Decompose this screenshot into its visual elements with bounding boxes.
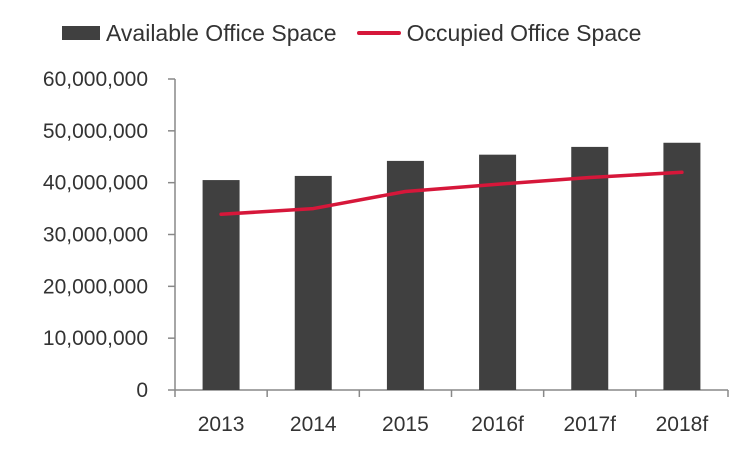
x-tick-label: 2017f (563, 413, 616, 436)
y-tick-label: 50,000,000 (43, 120, 148, 143)
bar (294, 175, 332, 390)
legend-label-available: Available Office Space (106, 19, 337, 46)
x-tick-label: 2014 (290, 413, 337, 436)
legend-label-occupied: Occupied Office Space (406, 19, 642, 46)
bar (386, 160, 424, 390)
bar (202, 180, 240, 390)
legend-swatch-occupied (356, 31, 401, 35)
legend-swatch-available (62, 26, 100, 40)
x-tick-label: 2013 (198, 413, 245, 436)
bar (571, 146, 609, 390)
y-tick-label: 0 (136, 379, 148, 402)
legend-item-occupied: Occupied Office Space (356, 19, 642, 47)
y-tick-label: 10,000,000 (43, 327, 148, 350)
x-tick-label: 2016f (471, 413, 524, 436)
bar (479, 154, 517, 390)
y-tick-label: 60,000,000 (43, 68, 148, 91)
occupied-line (219, 170, 684, 217)
x-tick-label: 2018f (656, 413, 709, 436)
legend-item-available: Available Office Space (62, 20, 337, 47)
y-tick-label: 30,000,000 (43, 224, 148, 247)
chart-legend: Available Office Space Occupied Office S… (62, 16, 740, 50)
bar (663, 142, 701, 390)
y-tick-label: 40,000,000 (43, 172, 148, 195)
y-tick-label: 20,000,000 (43, 275, 148, 298)
x-tick-label: 2015 (382, 413, 429, 436)
